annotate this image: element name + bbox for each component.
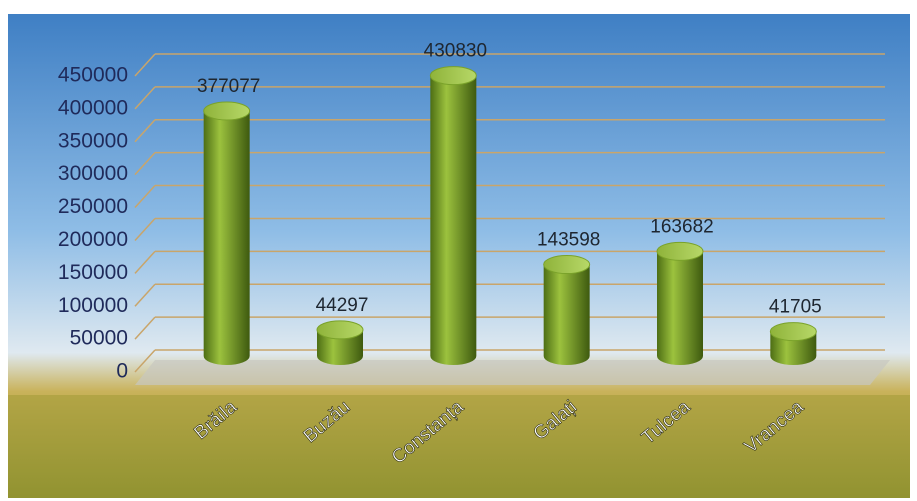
bar — [543, 255, 591, 365]
bar-body — [203, 110, 250, 365]
bar-body — [430, 75, 477, 366]
y-tick-label: 0 — [116, 360, 128, 383]
bar-top — [656, 241, 704, 261]
value-label: 377077 — [197, 76, 260, 97]
value-label: 143598 — [537, 230, 600, 251]
grid-line — [134, 152, 156, 176]
bar — [656, 241, 704, 365]
grid-line — [134, 185, 156, 209]
value-label: 430830 — [424, 41, 487, 62]
field — [8, 395, 910, 498]
y-tick-label: 200000 — [58, 228, 128, 251]
bar-top — [543, 255, 591, 275]
grid-line — [134, 349, 156, 373]
value-label: 163682 — [650, 216, 713, 237]
y-tick-label: 250000 — [58, 195, 128, 218]
floor — [135, 360, 890, 385]
bar-body — [657, 251, 703, 365]
grid-line — [134, 119, 156, 143]
grid-line — [134, 283, 156, 307]
bar-body — [770, 331, 817, 365]
grid-line — [134, 250, 156, 274]
bar-top — [429, 66, 477, 86]
y-tick-label: 150000 — [58, 261, 128, 284]
bar-body — [317, 329, 363, 365]
y-tick-label: 50000 — [70, 327, 128, 350]
y-tick-label: 450000 — [58, 64, 128, 87]
y-tick-label: 350000 — [58, 129, 128, 152]
value-label: 41705 — [769, 297, 822, 318]
y-tick-label: 400000 — [58, 96, 128, 119]
bar — [769, 322, 817, 365]
bar-top — [203, 101, 251, 121]
bar — [429, 66, 477, 366]
y-tick-label: 100000 — [58, 294, 128, 317]
grid-line — [134, 316, 156, 340]
value-label: 44297 — [316, 295, 369, 316]
grid-line — [134, 86, 156, 110]
bar-top — [316, 320, 364, 340]
grid: 0 50000 100000 150000 200000 250000 300000 3500… — [58, 53, 885, 383]
grid-line — [134, 53, 156, 77]
bar — [203, 101, 251, 365]
bar-top — [769, 322, 817, 342]
bar — [316, 320, 364, 365]
grid-line — [134, 217, 156, 241]
y-tick-label: 300000 — [58, 162, 128, 185]
bar-body — [543, 264, 590, 365]
